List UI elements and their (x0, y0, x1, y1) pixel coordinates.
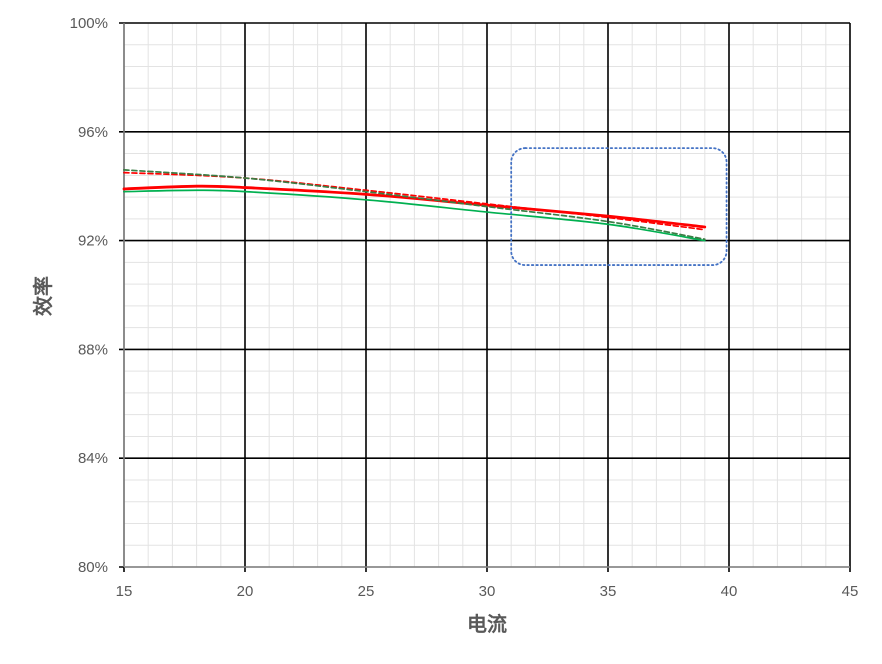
x-tick-label: 35 (600, 583, 617, 600)
series-line-4 (123, 169, 706, 241)
y-tick-label: 84% (78, 450, 108, 467)
series-line-3 (123, 189, 706, 242)
y-tick-label: 100% (70, 15, 108, 32)
x-tick-label: 25 (358, 583, 375, 600)
plot-frame (123, 23, 850, 568)
major-grid (119, 22, 851, 572)
x-tick-labels: 15 20 25 30 35 40 45 (116, 583, 859, 600)
x-tick-label: 45 (842, 583, 859, 600)
y-tick-label: 96% (78, 124, 108, 141)
x-tick-label: 30 (479, 583, 496, 600)
annotation-layer (510, 147, 728, 266)
x-tick-label: 20 (237, 583, 254, 600)
y-tick-label: 80% (78, 559, 108, 576)
x-axis-title: 电流 (467, 612, 507, 636)
x-tick-label: 40 (721, 583, 738, 600)
y-tick-label: 88% (78, 341, 108, 358)
series-layer (122, 169, 707, 242)
y-tick-labels: 80% 84% 88% 92% 96% 100% (70, 15, 108, 576)
y-axis-title: 效率 (31, 276, 55, 316)
y-tick-label: 92% (78, 233, 108, 250)
series-line-1 (122, 184, 707, 229)
highlight-box (510, 147, 728, 266)
x-tick-label: 15 (116, 583, 133, 600)
